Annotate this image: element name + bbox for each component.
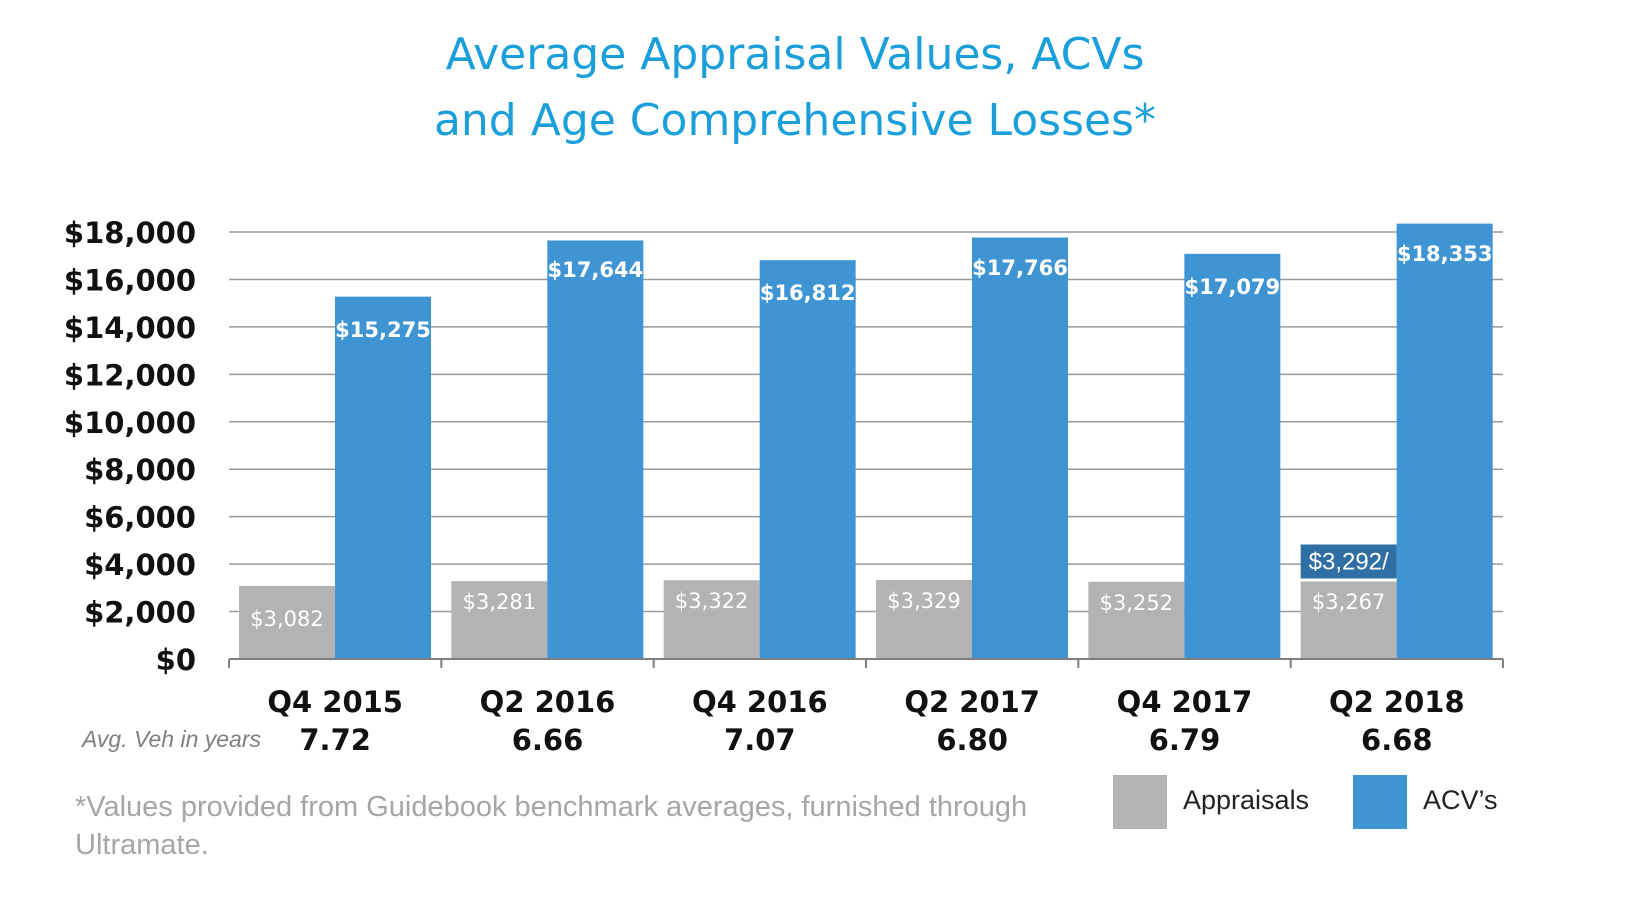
- acvs-bar: [1396, 223, 1493, 660]
- acvs-data-label: $18,353: [1397, 242, 1493, 266]
- appraisals-bar: [876, 580, 972, 659]
- appraisals-bar: [239, 585, 335, 659]
- appraisals-data-label: $3,329: [887, 589, 960, 613]
- appraisals-bar: [1088, 581, 1185, 659]
- avg-vehicle-age-value: 6.79: [1149, 723, 1221, 757]
- y-tick-label: $0: [156, 643, 196, 677]
- y-tick-label: $16,000: [64, 263, 196, 297]
- avg-vehicle-age-label: Avg. Veh in years: [80, 726, 261, 752]
- legend-label-appraisals: Appraisals: [1183, 785, 1310, 815]
- avg-vehicle-age-value: 6.68: [1361, 723, 1433, 757]
- legend-label-acvs: ACV’s: [1423, 785, 1498, 815]
- appraisals-data-label: $3,281: [463, 590, 536, 614]
- x-category-label: Q4 2016: [692, 685, 828, 719]
- acvs-data-label: $15,275: [335, 318, 431, 342]
- chart-title: Average Appraisal Values, ACVs and Age C…: [0, 22, 1590, 154]
- acvs-bar: [1184, 253, 1281, 660]
- x-category-label: Q2 2017: [904, 685, 1040, 719]
- appraisals-data-label: $3,322: [675, 589, 748, 613]
- avg-vehicle-age-value: 7.07: [724, 723, 796, 757]
- avg-vehicle-age-value: 6.66: [512, 723, 584, 757]
- acvs-data-label: $16,812: [760, 281, 856, 305]
- y-tick-label: $10,000: [64, 406, 196, 440]
- y-tick-label: $14,000: [64, 311, 196, 345]
- chart-title-line-1: Average Appraisal Values, ACVs: [445, 29, 1145, 80]
- highlight-annotation-label: $3,292/: [1309, 548, 1389, 575]
- avg-vehicle-age-value: 6.80: [936, 723, 1008, 757]
- chart-title-line-2: and Age Comprehensive Losses*: [433, 95, 1157, 146]
- y-tick-label: $12,000: [64, 358, 196, 392]
- x-category-label: Q4 2017: [1117, 685, 1253, 719]
- x-category-label: Q4 2015: [267, 685, 403, 719]
- acvs-bar: [547, 240, 644, 659]
- bar-chart: $0 $2,000 $4,000 $6,000 $8,000 $10,000 $12,000…: [64, 216, 1504, 757]
- acvs-bar: [759, 260, 856, 659]
- acvs-data-label: $17,079: [1185, 275, 1281, 299]
- acvs-bar: [335, 296, 431, 659]
- y-tick-label: $2,000: [84, 596, 196, 630]
- highlight-annotation-box: [1300, 544, 1397, 579]
- y-tick-label: $4,000: [84, 548, 196, 582]
- acvs-data-label: $17,644: [548, 258, 644, 282]
- appraisals-data-label: $3,252: [1100, 591, 1173, 615]
- appraisals-bar: [1300, 581, 1397, 659]
- legend-swatch-appraisals: [1113, 775, 1167, 829]
- x-category-label: Q2 2018: [1329, 685, 1465, 719]
- avg-vehicle-age-value: 7.72: [299, 723, 371, 757]
- x-category-label: Q2 2016: [480, 685, 616, 719]
- acvs-data-label: $17,766: [972, 256, 1068, 280]
- acvs-bar: [972, 237, 1068, 659]
- appraisals-data-label: $3,267: [1312, 590, 1385, 614]
- appraisals-bar: [663, 580, 760, 659]
- appraisals-data-label: $3,082: [250, 607, 323, 631]
- appraisals-bar: [451, 581, 548, 659]
- footnote: *Values provided from Guidebook benchmar…: [75, 791, 1028, 861]
- y-tick-label: $18,000: [64, 216, 196, 250]
- y-tick-label: $6,000: [84, 501, 196, 535]
- legend-swatch-acvs: [1353, 775, 1407, 829]
- y-tick-label: $8,000: [84, 453, 196, 487]
